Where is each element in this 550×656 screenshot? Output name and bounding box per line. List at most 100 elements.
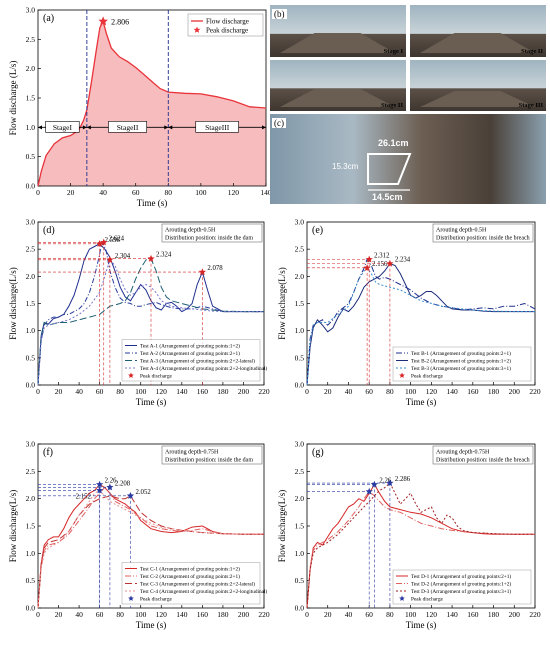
x-tick-label: 60 xyxy=(365,387,373,396)
x-tick-label: 220 xyxy=(258,387,270,396)
stage-photo-4: Stage III xyxy=(410,60,546,111)
y-axis-label: Flow discharge(L/s) xyxy=(277,267,287,340)
stage-photo-2: Stage II xyxy=(410,5,546,57)
y-tick-label: 2.0 xyxy=(26,272,36,281)
legend-box xyxy=(121,339,261,382)
series-line-3 xyxy=(37,495,264,609)
y-tick-label: 1.0 xyxy=(26,326,36,335)
panel-label: (e) xyxy=(312,225,323,236)
area-fill xyxy=(38,21,266,187)
breach-outline xyxy=(367,153,412,191)
y-tick-label: 1.5 xyxy=(26,299,36,308)
y-tick-label: 2.0 xyxy=(295,494,305,503)
legend-label: Flow discharge xyxy=(206,18,249,26)
stage-label-box xyxy=(45,121,80,133)
series-line-2 xyxy=(37,240,264,386)
chart-panel-g: 0 20 40 60 80 100 120 140 160 180 200 220 0.0 0.5 1.0 1… xyxy=(277,440,541,631)
peak-marker xyxy=(106,483,114,491)
y-tick-label: 0.0 xyxy=(26,381,36,390)
annotation-text: Distribution position: inside the dam xyxy=(165,236,253,242)
x-tick-label: 220 xyxy=(258,610,270,619)
chart-panel-a: 0 20 40 60 80 100 120 140 0.0 0.5 1.0 1.5 2.0 2.5 3.0 T… xyxy=(8,6,272,209)
panel-label: (f) xyxy=(43,447,53,458)
legend-label: Test C-3 (Arrangement of grouting points… xyxy=(140,581,255,588)
peak-marker xyxy=(98,16,108,26)
panel-label: (d) xyxy=(43,225,55,236)
legend-label: Test B-3 (Arrangement of grouting points… xyxy=(411,365,511,372)
legend-label: Test D-1 (Arrangement of grouting points… xyxy=(411,573,511,580)
x-tick-label: 40 xyxy=(99,188,107,197)
x-tick-label: 100 xyxy=(405,610,417,619)
x-tick-label: 160 xyxy=(467,610,479,619)
x-tick-label: 0 xyxy=(305,610,309,619)
y-tick-label: 2.5 xyxy=(26,35,36,44)
y-tick-label: 2.5 xyxy=(295,467,305,476)
x-tick-label: 20 xyxy=(55,610,63,619)
x-tick-label: 180 xyxy=(217,610,229,619)
x-tick-label: 40 xyxy=(345,387,353,396)
peak-value-label: 2.324 xyxy=(156,252,172,259)
series-line-1 xyxy=(37,243,264,386)
chart-panel-d: 0 20 40 60 80 100 120 140 160 180 200 220 0.0 0.5 1.0 1… xyxy=(8,218,270,408)
panel-label: (g) xyxy=(312,447,324,458)
x-tick-label: 120 xyxy=(156,610,168,619)
legend-label: Test A-2 (Arrangement of grouting points… xyxy=(140,350,240,357)
legend-box xyxy=(187,13,264,37)
x-tick-label: 120 xyxy=(426,610,438,619)
peak-value-label: 2.156 xyxy=(372,261,388,268)
peak-value-label: 2.078 xyxy=(207,265,223,272)
legend-label: Peak discharge xyxy=(411,597,443,603)
annotation-box xyxy=(432,445,534,465)
x-tick-label: 0 xyxy=(36,387,40,396)
annotation-text: Distribution position: inside the breach xyxy=(436,236,530,242)
legend-label: Test A-1 (Arrangement of grouting points… xyxy=(140,343,240,350)
legend-box xyxy=(392,569,532,605)
stage-label-2: Stage II xyxy=(521,48,543,55)
annotation-box xyxy=(161,223,263,243)
stage-arrow-head xyxy=(168,125,173,130)
y-tick-label: 2.5 xyxy=(26,467,36,476)
x-tick-label: 60 xyxy=(96,387,104,396)
legend-label: Test A-4 (Arrangement of grouting points… xyxy=(140,365,267,372)
stage-label: StageI xyxy=(53,123,73,132)
series-line-2 xyxy=(37,486,264,609)
annotation-box xyxy=(432,223,534,243)
stage-arrow-head xyxy=(86,125,91,130)
y-axis-label: Flow discharge(L/s) xyxy=(8,490,18,563)
legend-label: Test B-2 (Arrangement of grouting points… xyxy=(411,358,511,365)
y-axis-label: Flow discharge (L/s) xyxy=(8,61,18,136)
x-tick-label: 80 xyxy=(116,387,124,396)
stage-label-1: Stage I xyxy=(383,48,403,55)
peak-value-label: 2.152 xyxy=(76,493,92,500)
y-tick-label: 1.0 xyxy=(26,549,36,558)
legend-label: Test C-4 (Arrangement of grouting points… xyxy=(140,588,267,595)
annotation-text: Distribution position: inside the dam xyxy=(165,458,253,464)
legend-label: Test B-1 (Arrangement of grouting points… xyxy=(411,350,511,357)
x-tick-label: 120 xyxy=(228,188,240,197)
x-tick-label: 100 xyxy=(135,610,147,619)
x-tick-label: 0 xyxy=(36,188,40,197)
y-tick-label: 1.5 xyxy=(295,522,305,531)
stage-photo-1: Stage I xyxy=(270,5,406,57)
x-tick-label: 160 xyxy=(197,387,209,396)
legend-label: Test D-3 (Arrangement of grouting points… xyxy=(411,588,511,595)
x-tick-label: 20 xyxy=(55,387,63,396)
stage-label: StageIII xyxy=(205,123,230,132)
legend-label: Peak discharge xyxy=(411,374,443,380)
x-tick-label: 220 xyxy=(529,387,541,396)
peak-marker xyxy=(365,255,373,263)
legend-star-swatch xyxy=(193,26,201,33)
x-axis-label: Time (s) xyxy=(137,198,167,208)
dim-bottom-width: 14.5cm xyxy=(372,192,403,202)
x-axis-label: Time (s) xyxy=(406,620,436,630)
legend-label: Test C-1 (Arrangement of grouting points… xyxy=(140,566,240,573)
x-tick-label: 40 xyxy=(75,610,83,619)
y-tick-label: 0.5 xyxy=(295,353,305,362)
legend-label: Peak discharge xyxy=(140,597,172,603)
dim-top-width: 26.1cm xyxy=(378,138,409,148)
peak-marker xyxy=(106,256,114,263)
y-tick-label: 3.0 xyxy=(26,6,36,15)
x-tick-label: 60 xyxy=(96,610,104,619)
x-tick-label: 20 xyxy=(324,387,332,396)
peak-value-label: 2.286 xyxy=(395,476,411,483)
